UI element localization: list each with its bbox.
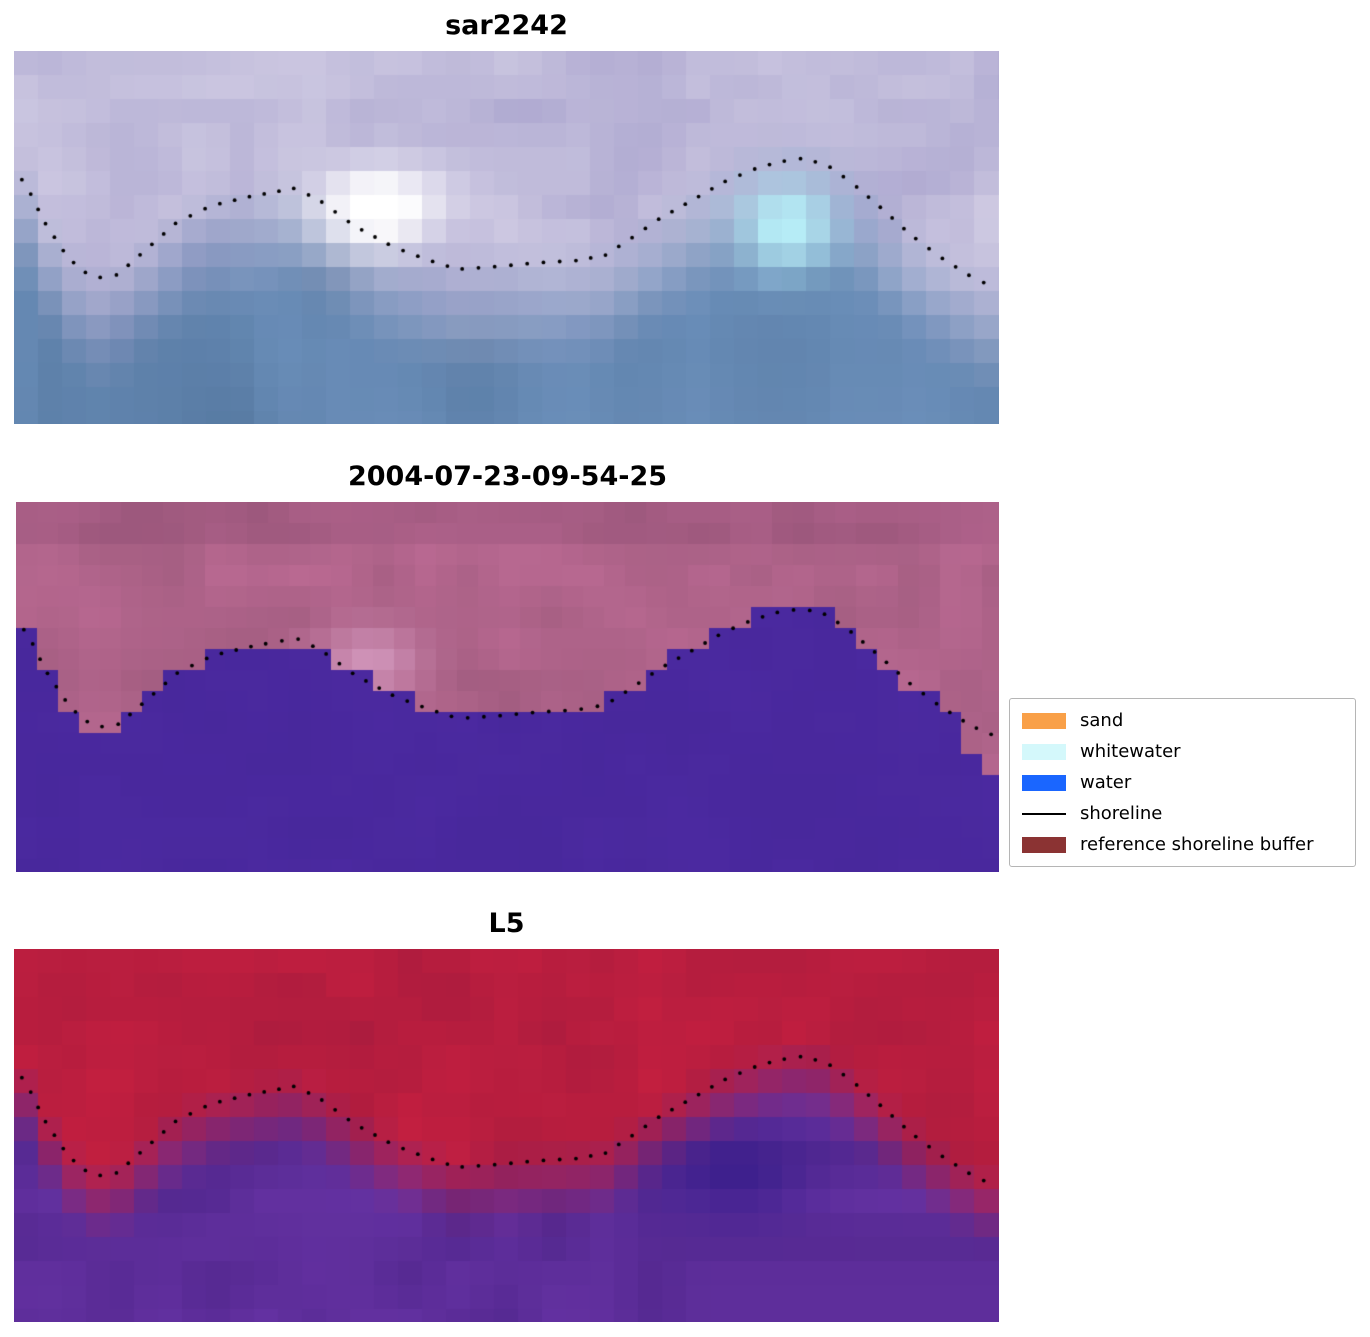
legend-label-water: water xyxy=(1080,772,1132,793)
legend-item-water: water xyxy=(1022,770,1343,795)
legend-label-sand: sand xyxy=(1080,710,1124,731)
legend-item-reference-buffer: reference shoreline buffer xyxy=(1022,832,1343,857)
panel-title-sar2242: sar2242 xyxy=(445,10,568,41)
legend-label-whitewater: whitewater xyxy=(1080,741,1181,762)
reference-buffer-swatch xyxy=(1022,836,1066,853)
legend-item-whitewater: whitewater xyxy=(1022,739,1343,764)
sand-swatch xyxy=(1022,712,1066,729)
legend: sand whitewater water shoreline referenc… xyxy=(1009,698,1356,867)
legend-item-sand: sand xyxy=(1022,708,1343,733)
whitewater-swatch xyxy=(1022,743,1066,760)
sar2242-image xyxy=(14,51,999,424)
water-swatch xyxy=(1022,774,1066,791)
classified-image xyxy=(16,502,999,872)
panel-title-date: 2004-07-23-09-54-25 xyxy=(347,461,668,492)
legend-item-shoreline: shoreline xyxy=(1022,801,1343,826)
shoreline-line-swatch xyxy=(1022,812,1066,815)
l5-image xyxy=(14,949,999,1322)
legend-label-reference-buffer: reference shoreline buffer xyxy=(1080,834,1314,855)
legend-label-shoreline: shoreline xyxy=(1080,803,1163,824)
panel-title-l5: L5 xyxy=(488,908,525,939)
